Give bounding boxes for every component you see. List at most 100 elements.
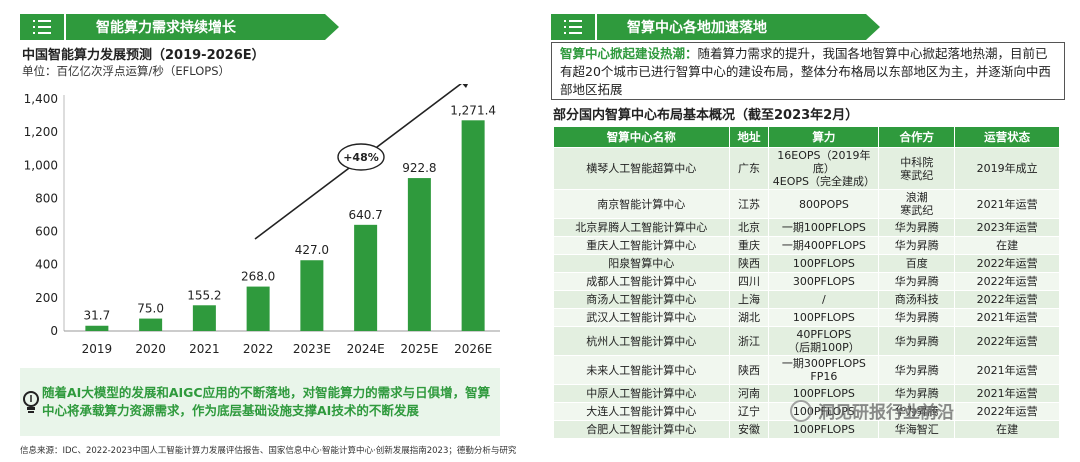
table-cell: 辽宁 [728, 402, 770, 421]
table-row: 北京昇腾人工智能计算中心 北京 一期100PFLOPS 华为昇腾 2023年运营 [553, 218, 1060, 237]
y-tick-label: 400 [35, 258, 58, 272]
watermark: 洞见研报行业前沿 [790, 398, 954, 423]
table-cell: 未来人工智能计算中心 [553, 355, 730, 385]
table-cell: 河南 [728, 384, 770, 403]
table-row: 合肥人工智能计算中心 安徽 100PFLOPS 华海智汇 在建 [553, 420, 1060, 439]
table-cell: 阳泉智算中心 [553, 254, 730, 273]
bar [246, 286, 270, 331]
table-row: 成都人工智能计算中心 四川 300PFLOPS 华为昇腾 2022年运营 [553, 272, 1060, 291]
table-cell: 一期300PFLOPS FP16 [768, 355, 880, 385]
table-cell: 江苏 [728, 189, 770, 219]
table-row: 阳泉智算中心 陕西 100PFLOPS 百度 2022年运营 [553, 254, 1060, 273]
table-cell: 华为昇腾 [878, 355, 956, 385]
table-cell: 800POPS [768, 189, 880, 219]
y-tick-label: 600 [35, 225, 58, 239]
boom-keyword: 智算中心掀起建设热潮： [560, 46, 698, 61]
watermark-text: 洞见研报行业前沿 [818, 403, 954, 423]
table-cell: 安徽 [728, 420, 770, 439]
table-header: 地址 [728, 126, 770, 148]
table-cell: 上海 [728, 290, 770, 309]
table-cell: 华海智汇 [878, 420, 956, 439]
table-cell: 2019年成立 [954, 147, 1060, 190]
insight-text: 随着AI大模型的发展和AIGC应用的不断落地，对智能算力的需求与日俱增，智算中心… [42, 385, 491, 418]
source-note: 信息来源：IDC、2022-2023中国人工智能计算力发展评估报告、国家信息中心… [20, 446, 517, 456]
bar-value-label: 268.0 [241, 270, 275, 284]
table-cell: 2023年运营 [954, 218, 1060, 237]
table-cell: 合肥人工智能计算中心 [553, 420, 730, 439]
table-cell: 华为昇腾 [878, 236, 956, 255]
table-cell: 南京智能计算中心 [553, 189, 730, 219]
table-cell: 华为昇腾 [878, 218, 956, 237]
x-tick-label: 2020 [135, 342, 166, 356]
table-cell: 一期100PFLOPS [768, 218, 880, 237]
lightbulb-icon [20, 389, 42, 415]
x-tick-label: 2022 [243, 342, 274, 356]
table-cell: 成都人工智能计算中心 [553, 272, 730, 291]
table-cell: 在建 [954, 236, 1060, 255]
table-cell: 一期400PFLOPS [768, 236, 880, 255]
table-cell: 在建 [954, 420, 1060, 439]
table-cell: 武汉人工智能计算中心 [553, 308, 730, 327]
table-header: 智算中心名称 [553, 126, 730, 148]
table-cell: 大连人工智能计算中心 [553, 402, 730, 421]
table-cell: 华为昇腾 [878, 308, 956, 327]
bar-value-label: 922.8 [402, 161, 436, 175]
table-cell: / [768, 290, 880, 309]
table-cell: 中原人工智能计算中心 [553, 384, 730, 403]
boom-text: 随着算力需求的提升，我国各地智算中心掀起落地热潮，目前已有超20个城市已进行智算… [560, 46, 1051, 97]
table-cell: 重庆 [728, 236, 770, 255]
table-row: 重庆人工智能计算中心 重庆 一期400PFLOPS 华为昇腾 在建 [553, 236, 1060, 255]
chart-unit: 单位：百亿亿次浮点运算/秒（EFLOPS） [22, 64, 231, 78]
table-row: 中原人工智能计算中心 河南 100PFLOPS 华为昇腾 2021年运营 [553, 384, 1060, 403]
table-cell: 100PFLOPS [768, 384, 880, 403]
x-tick-label: 2019 [82, 342, 113, 356]
table-cell: 华为昇腾 [878, 384, 956, 403]
table-cell: 百度 [878, 254, 956, 273]
table-cell: 2021年运营 [954, 308, 1060, 327]
bar-value-label: 75.0 [137, 302, 164, 316]
table-header: 算力 [768, 126, 880, 148]
table-cell: 2022年运营 [954, 254, 1060, 273]
table-cell: 横琴人工智能超算中心 [553, 147, 730, 190]
construction-boom-box: 智算中心掀起建设热潮：随着算力需求的提升，我国各地智算中心掀起落地热潮，目前已有… [551, 42, 1065, 100]
bar [85, 325, 109, 331]
bar [300, 260, 324, 331]
table-row: 南京智能计算中心 江苏 800POPS 浪潮 寒武纪 2021年运营 [553, 189, 1060, 219]
y-tick-label: 1,400 [24, 92, 58, 106]
left-banner-title: 智能算力需求持续增长 [96, 20, 236, 36]
table-cell: 300PFLOPS [768, 272, 880, 291]
table-cell: 浙江 [728, 326, 770, 356]
table-cell: 四川 [728, 272, 770, 291]
bar [139, 318, 163, 331]
bar [354, 224, 378, 331]
table-cell: 浪潮 寒武纪 [878, 189, 956, 219]
table-row: 杭州人工智能计算中心 浙江 40PFLOPS （后期100P） 华为昇腾 2022年运营 [553, 326, 1060, 356]
bar-chart: 0 200 400 600 800 1,000 1,200 1,400 31.7 2019 75.0… [24, 84, 500, 356]
right-section-banner: 智算中心各地加速落地 [551, 14, 880, 40]
table-cell: 中科院 寒武纪 [878, 147, 956, 190]
bar [461, 120, 485, 331]
table-header: 运营状态 [954, 126, 1060, 148]
table-row: 大连人工智能计算中心 辽宁 100PFLOPS 华为昇腾 2022年运营 [553, 402, 1060, 421]
chart-title: 中国智能算力发展预测（2019-2026E） [22, 48, 265, 63]
x-tick-label: 2026E [454, 342, 492, 356]
table-row: 武汉人工智能计算中心 湖北 100PFLOPS 华为昇腾 2021年运营 [553, 308, 1060, 327]
table-cell: 重庆人工智能计算中心 [553, 236, 730, 255]
table-cell: 100PFLOPS [768, 308, 880, 327]
table-cell: 北京昇腾人工智能计算中心 [553, 218, 730, 237]
y-tick-label: 1,200 [24, 125, 58, 139]
trend-arrow-head [462, 84, 468, 88]
list-icon [20, 14, 66, 40]
table-cell: 40PFLOPS （后期100P） [768, 326, 880, 356]
x-tick-label: 2023E [293, 342, 331, 356]
table-row: 商汤人工智能计算中心 上海 / 商汤科技 2022年运营 [553, 290, 1060, 309]
x-tick-label: 2024E [347, 342, 385, 356]
y-tick-label: 1,000 [24, 158, 58, 172]
table-cell: 16EOPS（2019年底） 4EOPS（完全建成） [768, 147, 880, 190]
table-cell: 华为昇腾 [878, 402, 956, 421]
table-cell: 华为昇腾 [878, 326, 956, 356]
right-banner-title: 智算中心各地加速落地 [627, 20, 767, 36]
growth-badge [337, 143, 385, 171]
x-tick-label: 2025E [400, 342, 438, 356]
table-cell: 2022年运营 [954, 272, 1060, 291]
